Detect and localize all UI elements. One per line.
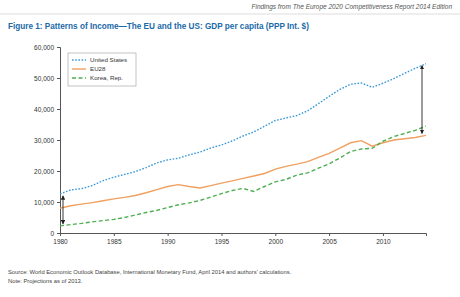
x-tick-label: 2005 [322, 238, 337, 245]
x-tick-label: 1990 [161, 238, 176, 245]
y-tick-mark [57, 233, 60, 234]
x-tick-label: 1985 [107, 238, 122, 245]
y-tick-mark [57, 202, 60, 203]
gap-arrow [422, 66, 423, 134]
x-tick-label: 2000 [269, 238, 284, 245]
header-rule [0, 14, 460, 15]
legend-box [68, 53, 136, 86]
source: Source: World Economic Outlook Database,… [8, 269, 292, 275]
y-tick-label: 60,000 [34, 44, 54, 51]
y-tick-label: 50,000 [34, 75, 54, 82]
legend-label: Korea, Rep. [90, 74, 123, 81]
legend: United States EU28 Korea, Rep. [68, 53, 136, 86]
x-tick: 1980 [53, 233, 68, 245]
x-tick-mark [114, 233, 115, 236]
x-tick-label: 1995 [215, 238, 230, 245]
x-tick-mark [329, 233, 330, 236]
y-tick-mark [57, 140, 60, 141]
x-axis: 1980 1985 1990 1995 2000 2005 2010 [53, 233, 426, 245]
y-axis: 0 10,000 20,000 30,000 40,000 50,000 60,000 [34, 44, 60, 237]
y-tick-label: 20,000 [34, 168, 54, 175]
legend-swatch [72, 68, 86, 69]
y-tick: 40,000 [34, 106, 60, 113]
x-tick-mark [221, 233, 222, 236]
legend-swatch [72, 59, 86, 60]
y-tick-mark [57, 78, 60, 79]
y-tick-mark [57, 47, 60, 48]
title: Figure 1: Patterns of Income—The EU and … [8, 22, 309, 31]
x-tick: 1985 [107, 233, 122, 245]
y-tick-label: 40,000 [34, 106, 54, 113]
x-tick: 1990 [161, 233, 176, 245]
x-tick: 2000 [269, 233, 284, 245]
x-tick-label: 2010 [376, 238, 391, 245]
x-tick-mark [383, 233, 384, 236]
y-tick-label: 30,000 [34, 137, 54, 144]
legend-swatch [72, 77, 86, 78]
y-tick: 60,000 [34, 44, 60, 51]
y-tick-mark [57, 171, 60, 172]
legend-label: United States [90, 56, 127, 63]
x-tick-label: 1980 [53, 238, 68, 245]
y-tick: 20,000 [34, 168, 60, 175]
y-tick: 0 [50, 230, 60, 237]
x-tick-mark [275, 233, 276, 236]
y-tick-mark [57, 109, 60, 110]
note: Note: Projections as of 2013. [8, 278, 83, 284]
lines [60, 64, 426, 226]
series-line [60, 135, 426, 208]
y-tick-label: 0 [50, 230, 54, 237]
x-tick: 2010 [376, 233, 391, 245]
y-tick-label: 10,000 [34, 199, 54, 206]
x-tick: 2005 [322, 233, 337, 245]
legend-label: EU28 [90, 65, 106, 72]
y-tick: 50,000 [34, 75, 60, 82]
x-tick: 1995 [215, 233, 230, 245]
plot: 1980 1985 1990 1995 2000 2005 2010 0 10,000 20,00… [34, 44, 426, 245]
header: Findings from The Europe 2020 Competitiv… [251, 3, 452, 11]
series-line [60, 126, 426, 226]
y-tick: 30,000 [34, 137, 60, 144]
axis-line [57, 48, 61, 234]
x-tick-mark [168, 233, 169, 236]
chart: Findings from The Europe 2020 Competitiv… [0, 0, 460, 297]
gap-arrow [63, 196, 64, 224]
axis-line [61, 234, 427, 237]
y-tick: 10,000 [34, 199, 60, 206]
